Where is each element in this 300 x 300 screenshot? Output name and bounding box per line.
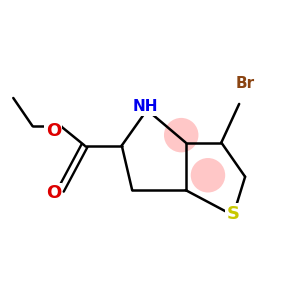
Circle shape [191,158,225,193]
Text: S: S [227,205,240,223]
Text: NH: NH [133,99,158,114]
Text: O: O [46,184,61,202]
Circle shape [164,118,198,152]
Text: O: O [46,122,61,140]
Text: Br: Br [236,76,255,91]
